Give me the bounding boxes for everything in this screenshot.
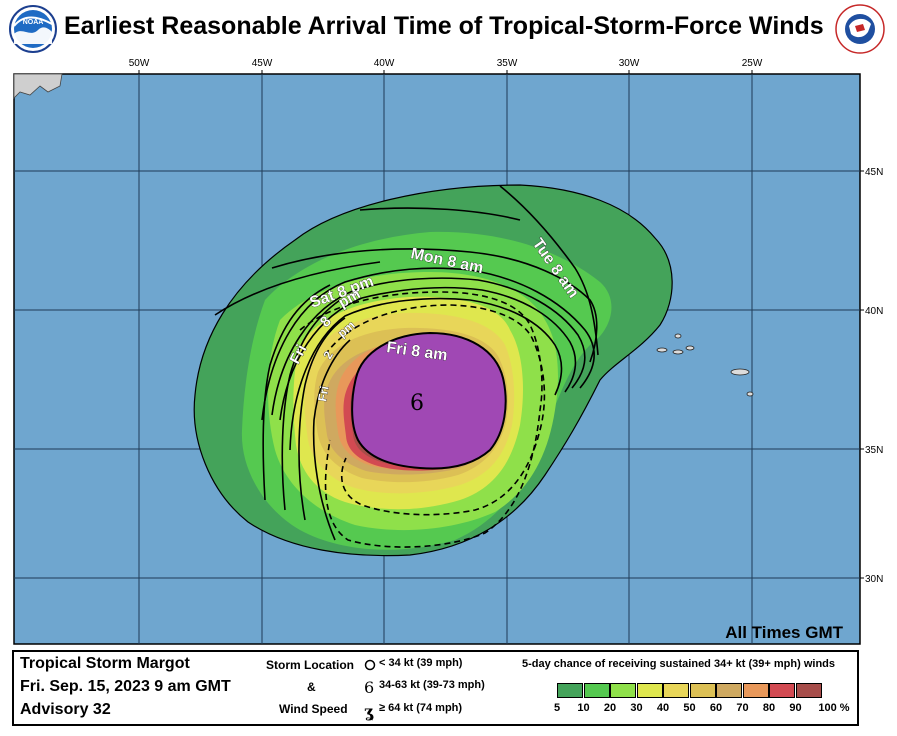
wind-speed-label: Wind Speed: [279, 702, 348, 716]
tropical-storm-symbol-icon: 6: [364, 678, 374, 697]
scale-label: 10: [577, 702, 590, 714]
scale-swatch: [742, 683, 769, 698]
lon-label: 30W: [619, 58, 640, 69]
scale-label: 100 %: [818, 702, 850, 714]
scale-label: 70: [736, 702, 749, 714]
lat-label: 40N: [865, 306, 883, 317]
lat-label: 35N: [865, 445, 883, 456]
lon-label: 45W: [252, 58, 273, 69]
scale-swatch: [610, 683, 636, 698]
weak-storm-circle-icon: [364, 659, 376, 671]
lon-label: 50W: [129, 58, 150, 69]
scale-swatch: [583, 683, 610, 698]
lon-label: 35W: [497, 58, 518, 69]
scale-swatch: [689, 683, 716, 698]
lon-label: 40W: [374, 58, 395, 69]
scale-swatch: [557, 683, 583, 698]
newfoundland-land: [13, 73, 63, 99]
storm-location-label: Storm Location: [266, 658, 355, 672]
scale-label: 50: [683, 702, 696, 714]
hurricane-symbol-icon: ʓ: [364, 702, 374, 721]
legend-panel: Tropical Storm Margot Fri. Sep. 15, 2023…: [12, 650, 859, 726]
scale-swatch: [716, 683, 742, 698]
ticks: [138, 70, 864, 579]
nws-logo-icon: [835, 4, 885, 54]
scale-swatch: [795, 683, 822, 698]
scale-label: 40: [656, 702, 670, 714]
key-weak: < 34 kt (39 mph): [379, 657, 463, 669]
scale-label: 5: [553, 702, 561, 714]
scale-swatch: [636, 683, 663, 698]
scale-label: 20: [603, 702, 617, 714]
storm-symbol-icon: 6: [410, 391, 424, 416]
advisory-number: Advisory 32: [20, 701, 111, 718]
scale-label: 60: [709, 702, 723, 714]
storm-name: Tropical Storm Margot: [20, 655, 190, 672]
prob-100: [352, 333, 506, 469]
key-hurricane: ≥ 64 kt (74 mph): [379, 702, 463, 714]
noaa-logo-icon: NOAA: [9, 5, 57, 53]
page-title: Earliest Reasonable Arrival Time of Trop…: [64, 12, 824, 40]
scale-label: 30: [630, 702, 643, 714]
key-tropical-storm: 34-63 kt (39-73 mph): [379, 679, 485, 691]
symbol-key-icons: 6 ʓ: [364, 659, 376, 721]
scale-label: 90: [789, 702, 802, 714]
scale-label: 80: [762, 702, 776, 714]
scale-swatch: [663, 683, 689, 698]
scale-swatch: [769, 683, 795, 698]
lat-labels: 45N 40N 35N 30N: [865, 167, 883, 585]
lat-label: 30N: [865, 574, 883, 585]
scale-title: 5-day chance of receiving sustained 34+ …: [522, 658, 835, 670]
lon-labels: 50W 45W 40W 35W 30W 25W: [129, 58, 763, 69]
svg-text:NOAA: NOAA: [23, 19, 44, 26]
lon-label: 25W: [742, 58, 763, 69]
lat-label: 45N: [865, 167, 883, 178]
amp-label: &: [307, 680, 316, 694]
label-fri-2pm-a: Fri: [315, 385, 331, 403]
arrival-contours: [193, 184, 673, 557]
all-times-note: All Times GMT: [725, 623, 843, 642]
advisory-date: Fri. Sep. 15, 2023 9 am GMT: [20, 678, 231, 695]
